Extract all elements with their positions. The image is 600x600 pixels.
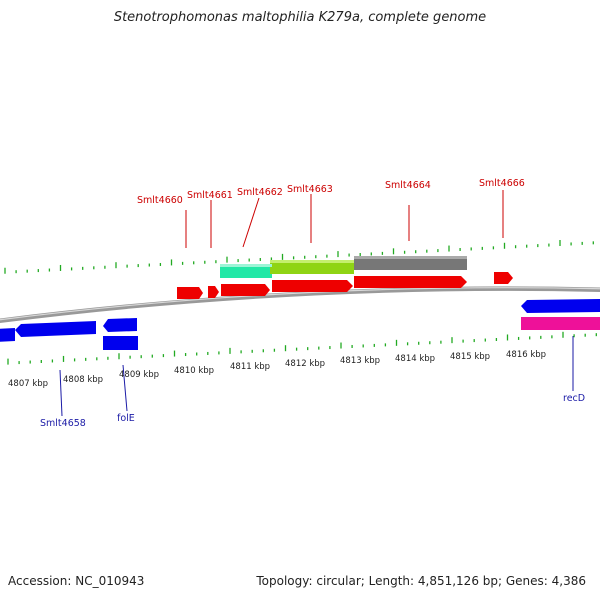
- gene-smlt4666: [494, 272, 513, 284]
- label-smlt4666[interactable]: Smlt4666: [479, 178, 525, 189]
- bar-green: [270, 260, 354, 274]
- gene-smlt4664: [354, 276, 467, 288]
- gene-fole: [103, 336, 138, 350]
- kbp-label-4812: 4812 kbp: [285, 359, 325, 369]
- gene-smlt4660: [177, 287, 203, 299]
- map-title: Stenotrophomonas maltophilia K279a, comp…: [113, 10, 487, 25]
- kbp-label-4815: 4815 kbp: [450, 352, 490, 362]
- bar-cyan: [220, 264, 272, 278]
- gene-smlt4658: [15, 321, 96, 337]
- bottom-gene-labels: Smlt4658 folE recD: [40, 336, 585, 429]
- accession-text: Accession: NC_010943: [8, 574, 145, 588]
- top-gene-labels: Smlt4660 Smlt4661 Smlt4662 Smlt4663 Smlt…: [137, 178, 525, 248]
- kbp-label-4807: 4807 kbp: [8, 379, 48, 389]
- reverse-genes: [0, 299, 600, 350]
- feature-pink: [521, 317, 600, 330]
- label-smlt4658[interactable]: Smlt4658: [40, 418, 86, 429]
- forward-genes: [177, 272, 513, 299]
- label-smlt4662[interactable]: Smlt4662: [237, 187, 283, 198]
- gene-smlt4659: [103, 318, 137, 332]
- kbp-label-4814: 4814 kbp: [395, 354, 435, 364]
- bar-grey: [354, 256, 467, 270]
- kbp-label-4813: 4813 kbp: [340, 356, 380, 366]
- gene-left-edge: [0, 328, 15, 342]
- topology-text: Topology: circular; Length: 4,851,126 bp…: [256, 574, 586, 588]
- kbp-label-4816: 4816 kbp: [506, 350, 546, 360]
- label-recd[interactable]: recD: [563, 393, 585, 404]
- kbp-label-4808: 4808 kbp: [63, 375, 103, 385]
- gene-smlt4663: [272, 280, 353, 292]
- kbp-label-4811: 4811 kbp: [230, 362, 270, 372]
- label-fole[interactable]: folE: [117, 413, 135, 424]
- top-colored-bars: [220, 256, 467, 278]
- gene-recd: [521, 299, 600, 313]
- kbp-label-4810: 4810 kbp: [174, 366, 214, 376]
- kbp-axis-labels: 4807 kbp 4808 kbp 4809 kbp 4810 kbp 4811…: [8, 350, 546, 389]
- label-smlt4664[interactable]: Smlt4664: [385, 180, 431, 191]
- gene-smlt4661: [208, 286, 219, 298]
- genome-backbone-highlight: [0, 287, 600, 321]
- tick-marks: [4, 240, 597, 365]
- genome-backbone: [0, 286, 600, 324]
- label-smlt4661[interactable]: Smlt4661: [187, 190, 233, 201]
- gene-smlt4662: [221, 284, 270, 296]
- label-smlt4663[interactable]: Smlt4663: [287, 184, 333, 195]
- label-smlt4660[interactable]: Smlt4660: [137, 195, 183, 206]
- kbp-label-4809: 4809 kbp: [119, 370, 159, 380]
